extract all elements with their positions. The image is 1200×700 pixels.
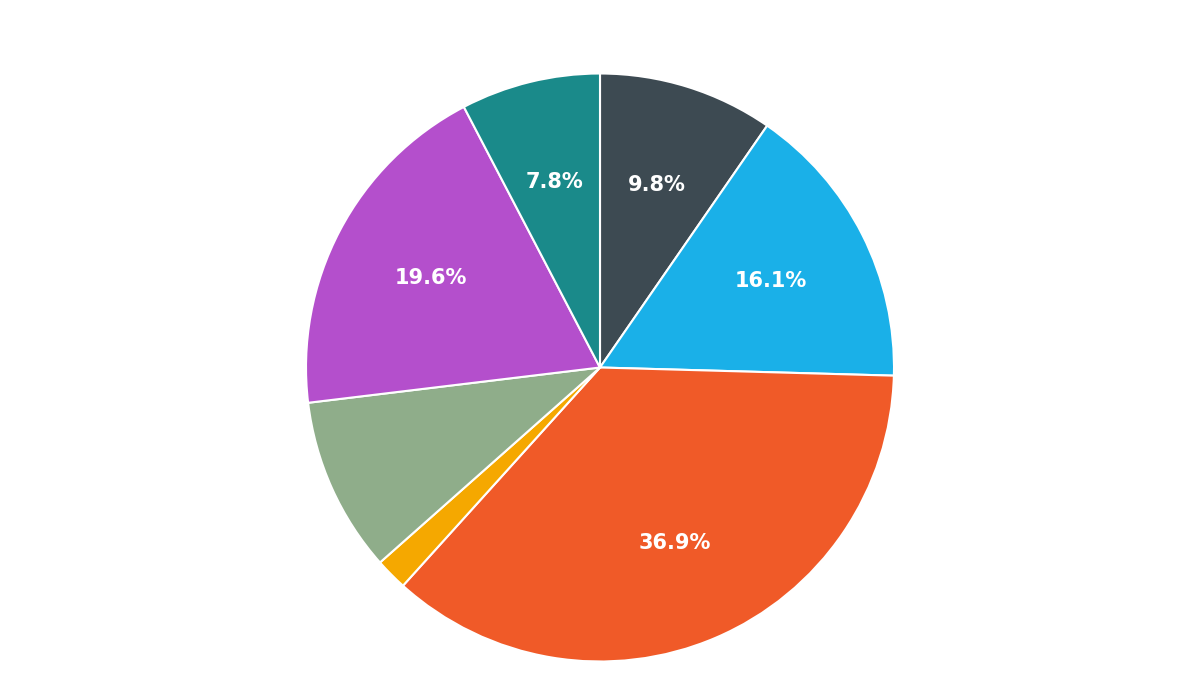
Wedge shape xyxy=(380,368,600,586)
Wedge shape xyxy=(308,368,600,563)
Text: 7.8%: 7.8% xyxy=(526,172,583,192)
Wedge shape xyxy=(600,74,767,368)
Wedge shape xyxy=(464,74,600,368)
Text: 16.1%: 16.1% xyxy=(734,271,806,291)
Wedge shape xyxy=(306,107,600,402)
Text: 9.8%: 9.8% xyxy=(628,175,686,195)
Wedge shape xyxy=(403,368,894,662)
Text: 19.6%: 19.6% xyxy=(395,269,467,288)
Wedge shape xyxy=(600,126,894,376)
Text: 36.9%: 36.9% xyxy=(638,533,712,553)
